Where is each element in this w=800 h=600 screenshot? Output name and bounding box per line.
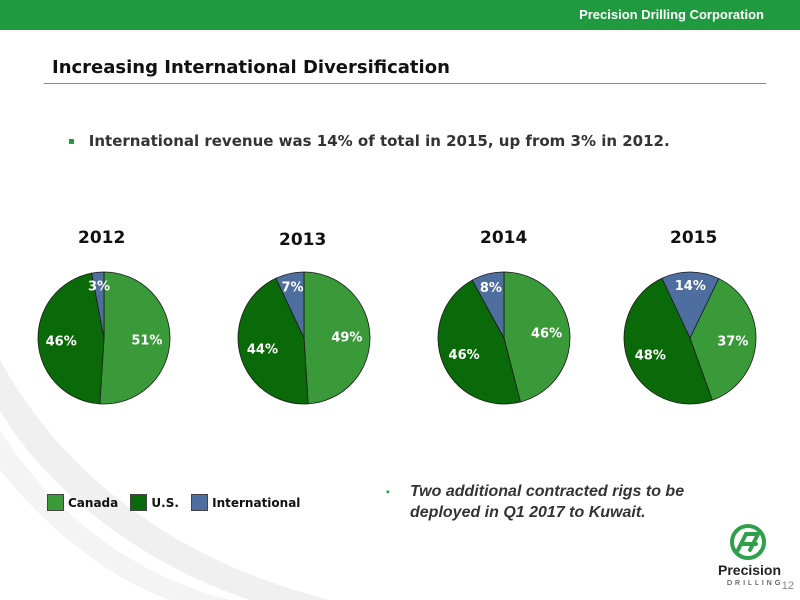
bullet-text: Two additional contracted rigs to be dep… — [410, 483, 685, 521]
header-bar: Precision Drilling Corporation — [0, 0, 800, 30]
year-label-2014: 2014 — [480, 228, 528, 248]
pie-slice-2014-canada — [503, 271, 571, 403]
slide-title: Increasing International Diversification — [52, 57, 450, 78]
pie-label-2013-canada: 49% — [331, 331, 362, 346]
legend-swatch-canada — [47, 494, 64, 511]
pie-slice-2012-canada — [99, 271, 171, 405]
page-number: 12 — [781, 580, 794, 592]
title-divider — [44, 83, 766, 84]
bullet-kuwait-rigs: ▪ Two additional contracted rigs to be d… — [386, 481, 726, 523]
pie-label-2012-canada: 51% — [131, 333, 162, 348]
legend-label-canada: Canada — [68, 495, 119, 510]
pie-slice-2014-international — [471, 271, 505, 339]
legend-swatch-international — [191, 494, 209, 511]
pie-slice-2014-us — [437, 279, 521, 405]
bullet-marker: ▪ — [68, 136, 75, 147]
pie-label-2015-canada: 37% — [717, 334, 748, 349]
bullet-text: International revenue was 14% of total i… — [88, 132, 670, 150]
year-label-2015: 2015 — [670, 228, 718, 248]
year-label-2012: 2012 — [78, 228, 126, 248]
pie-slice-2015-international — [661, 271, 720, 339]
pie-label-2014-canada: 46% — [531, 327, 562, 342]
pie-label-2013-international: 7% — [281, 280, 303, 295]
pie-slice-2013-international — [275, 271, 305, 339]
bullet-marker: ▪ — [386, 487, 390, 498]
pie-slice-2012-us — [37, 272, 105, 405]
legend-item-us: U.S. — [130, 494, 179, 511]
pie-label-2013-us: 44% — [247, 343, 278, 358]
legend-item-international: International — [191, 494, 300, 511]
pie-label-2014-international: 8% — [480, 281, 502, 296]
pie-slice-2015-us — [623, 277, 713, 405]
pie-label-2015-us: 48% — [635, 348, 666, 363]
logo-wordmark: Precision — [718, 562, 782, 578]
legend-swatch-us — [130, 494, 148, 511]
legend-label-us: U.S. — [151, 495, 179, 510]
legend-item-canada: Canada — [47, 494, 118, 511]
precision-drilling-logo-icon — [730, 524, 766, 560]
year-label-2013: 2013 — [279, 230, 327, 250]
legend-label-international: International — [212, 495, 301, 510]
pie-slice-2012-international — [91, 271, 105, 339]
pie-label-2015-international: 14% — [675, 279, 706, 294]
pie-label-2014-us: 46% — [449, 348, 480, 363]
pie-slice-2015-canada — [689, 278, 757, 401]
pie-label-2012-international: 3% — [88, 279, 110, 294]
pie-label-2012-us: 46% — [46, 335, 77, 350]
company-name: Precision Drilling Corporation — [579, 7, 764, 22]
bullet-international-revenue: ▪ International revenue was 14% of total … — [68, 132, 670, 150]
pie-slice-2013-canada — [303, 271, 371, 405]
chart-legend: Canada U.S. International — [47, 494, 308, 514]
logo-subtitle: DRILLING — [727, 580, 784, 587]
